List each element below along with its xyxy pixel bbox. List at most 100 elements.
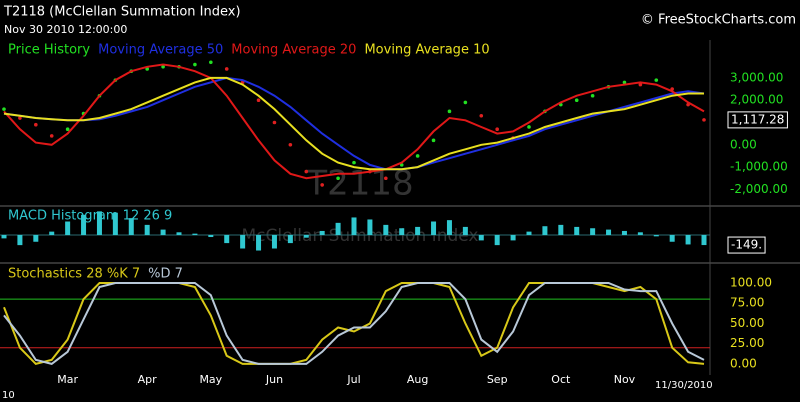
histogram-bar — [653, 235, 659, 237]
price-dot — [495, 127, 499, 131]
histogram-bar — [494, 235, 500, 246]
histogram-bar — [192, 233, 198, 235]
histogram-bar — [240, 235, 246, 249]
histogram-bar — [208, 235, 214, 238]
histogram-bar — [65, 221, 71, 235]
histogram-bar — [224, 235, 230, 244]
histogram-bar — [17, 235, 23, 246]
histogram-bar — [49, 231, 55, 235]
series-line — [3, 63, 705, 180]
price-dot — [574, 98, 579, 103]
panel-title: MACD Histogram 12 26 9 — [8, 209, 172, 224]
end-date-label: 11/30/2010 — [655, 380, 713, 391]
histogram-bar — [399, 228, 405, 235]
price-dot — [590, 93, 595, 98]
legend-entry: Moving Average 20 — [231, 43, 356, 58]
histogram-bar — [701, 235, 707, 246]
price-dot — [638, 82, 643, 87]
x-tick-label: May — [199, 373, 222, 386]
histogram-bar — [256, 235, 262, 251]
copyright: © FreeStockCharts.com — [641, 13, 796, 28]
x-tick-label: Apr — [138, 373, 158, 386]
histogram-bar — [606, 229, 612, 235]
y-tick-label: 0.00 — [730, 356, 757, 370]
y-tick-label: 3,000.00 — [730, 70, 783, 84]
y-tick-label: -1,000.00 — [730, 160, 788, 174]
histogram-bar — [81, 214, 87, 235]
histogram-bar — [335, 222, 341, 235]
histogram-bar — [303, 235, 309, 238]
histogram-bar — [478, 235, 484, 241]
legend-entry: Moving Average 10 — [364, 43, 489, 58]
x-tick-label: Nov — [614, 373, 636, 386]
last-value-label: -149. — [731, 238, 762, 252]
histogram-bar — [574, 226, 580, 235]
y-tick-label: -2,000.00 — [730, 182, 788, 196]
histogram-bar — [383, 224, 389, 235]
price-dot — [2, 107, 6, 111]
histogram-bar — [558, 224, 564, 235]
price-dot — [161, 64, 165, 69]
histogram-bar — [319, 230, 325, 235]
legend-entry: Moving Average 50 — [98, 43, 223, 58]
price-dot — [479, 114, 484, 118]
price-dot — [336, 176, 340, 181]
price-dot — [702, 118, 706, 122]
last-value: -149. — [727, 236, 766, 254]
price-dot — [304, 169, 309, 174]
price-dot — [654, 78, 659, 82]
histogram-bar — [112, 212, 118, 235]
price-dot — [18, 116, 22, 120]
series-line — [3, 76, 704, 171]
last-value-label: 1,117.28 — [731, 112, 784, 126]
x-tick-label: Mar — [57, 373, 78, 386]
histogram-bar — [526, 231, 532, 235]
x-tick-label: Sep — [487, 373, 508, 386]
y-tick-label: 0.00 — [730, 137, 757, 151]
price-dot — [49, 134, 54, 138]
histogram-bar — [96, 211, 102, 235]
last-value-box — [727, 236, 766, 254]
legend-entry: %D 7 — [148, 267, 183, 282]
histogram-bar — [685, 235, 691, 245]
y-tick-label: 25.00 — [730, 336, 764, 350]
histogram-bar — [351, 217, 357, 235]
price-dot — [193, 62, 197, 67]
price-dot — [352, 160, 356, 165]
price-dot — [256, 98, 261, 103]
price-dot — [209, 60, 213, 65]
date-time: Nov 30 2010 12:00:00 — [4, 23, 127, 36]
price-dot — [447, 109, 452, 114]
chart-title: T2118 (McClellan Summation Index) — [3, 5, 241, 20]
price-dot — [288, 142, 293, 147]
series-line — [3, 76, 705, 171]
histogram-bar — [1, 235, 7, 239]
price-dot — [65, 127, 70, 131]
legend-entry: Price History — [8, 43, 90, 58]
histogram-bar — [128, 218, 134, 235]
x-tick-label: Jun — [265, 373, 283, 386]
x-tick-label: Oct — [551, 373, 571, 386]
last-value-box — [727, 111, 788, 129]
price-dot — [622, 80, 627, 85]
x-tick-label: Jul — [346, 373, 360, 386]
histogram-bar — [510, 235, 516, 241]
series-line — [3, 282, 705, 366]
histogram-bar — [144, 224, 150, 235]
histogram-bar — [669, 235, 675, 242]
histogram-bar — [446, 220, 452, 235]
x-tick-label: Aug — [407, 373, 428, 386]
histogram-bar — [637, 232, 643, 235]
price-dot — [431, 138, 436, 143]
histogram-bar — [415, 226, 421, 235]
histogram-bar — [590, 228, 596, 235]
histogram-bar — [176, 232, 182, 235]
price-dot — [463, 100, 468, 105]
y-tick-label: 100.00 — [730, 275, 772, 289]
histogram-bar — [160, 229, 166, 235]
y-tick-label: 75.00 — [730, 296, 764, 310]
price-dot — [320, 183, 324, 187]
histogram-bar — [621, 230, 627, 235]
histogram-bar — [271, 235, 277, 249]
